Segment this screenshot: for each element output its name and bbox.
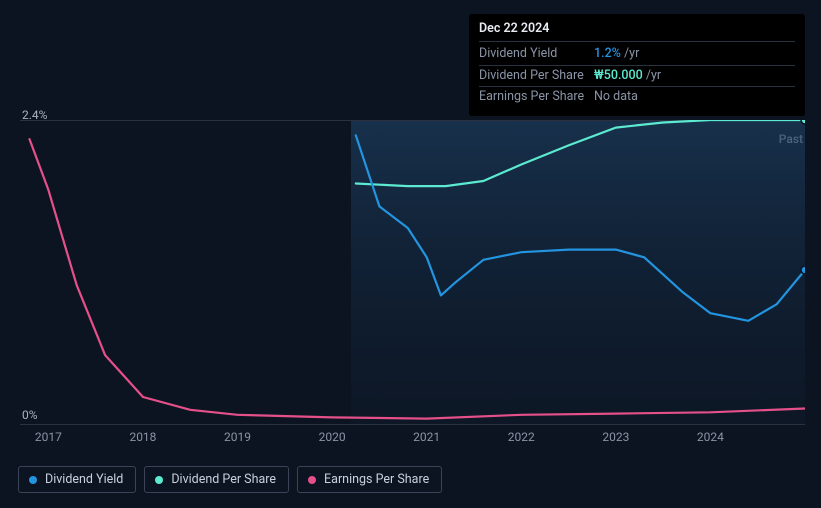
- chart-legend: Dividend Yield Dividend Per Share Earnings…: [18, 466, 442, 493]
- tooltip-row: Dividend Per Share₩50.000 /yr: [479, 66, 795, 88]
- tooltip-row: Dividend Yield1.2% /yr: [479, 44, 795, 66]
- legend-label: Dividend Yield: [45, 472, 123, 487]
- tooltip-row-label: Dividend Per Share: [479, 67, 594, 86]
- tooltip-row-value: ₩50.000 /yr: [594, 67, 661, 86]
- x-axis-tick: 2019: [224, 430, 251, 444]
- legend-item[interactable]: Earnings Per Share: [297, 466, 442, 493]
- x-axis-tick: 2021: [413, 430, 440, 444]
- legend-item[interactable]: Dividend Per Share: [144, 466, 289, 493]
- chart-tooltip: Dec 22 2024 Dividend Yield1.2% /yrDivide…: [469, 14, 805, 116]
- x-axis-tick: 2022: [508, 430, 535, 444]
- legend-color-dot: [29, 476, 37, 484]
- legend-color-dot: [155, 476, 163, 484]
- legend-color-dot: [308, 476, 316, 484]
- x-axis-tick: 2023: [602, 430, 629, 444]
- tooltip-row-value: 1.2% /yr: [594, 45, 639, 64]
- tooltip-row-label: Dividend Yield: [479, 45, 594, 64]
- legend-label: Dividend Per Share: [171, 472, 276, 487]
- chart-plot: [20, 120, 805, 425]
- tooltip-date: Dec 22 2024: [479, 20, 795, 42]
- x-axis-tick: 2020: [319, 430, 346, 444]
- x-axis-tick: 2018: [129, 430, 156, 444]
- x-axis-tick: 2017: [35, 430, 62, 444]
- x-axis-tick: 2024: [697, 430, 724, 444]
- tooltip-row: Earnings Per ShareNo data: [479, 87, 795, 108]
- x-axis: 2017 2018 2019 2020 2021 2022 2023 2024: [20, 430, 805, 450]
- tooltip-row-label: Earnings Per Share: [479, 88, 594, 107]
- tooltip-row-value: No data: [594, 88, 638, 107]
- legend-item[interactable]: Dividend Yield: [18, 466, 136, 493]
- legend-label: Earnings Per Share: [324, 472, 429, 487]
